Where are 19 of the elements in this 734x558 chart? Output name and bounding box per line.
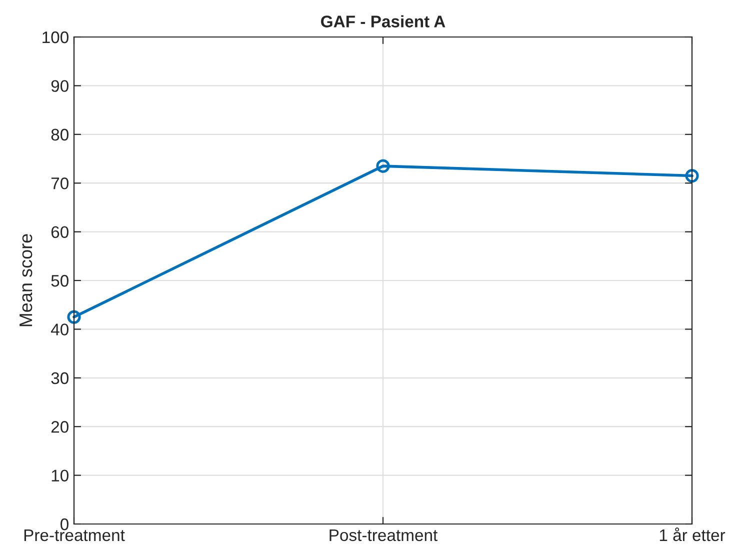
point bbox=[685, 168, 699, 183]
point bbox=[67, 310, 81, 324]
y-tick-label: 10 bbox=[52, 470, 68, 482]
chart-title: GAF - Pasient A bbox=[321, 15, 446, 28]
y-tick-label: 80 bbox=[51, 128, 68, 141]
y-tick-label: 30 bbox=[51, 372, 68, 384]
y-tick-label: 40 bbox=[50, 324, 68, 336]
y-tick-label: 100 bbox=[42, 31, 68, 44]
x-tick-label: 1 år etter bbox=[660, 528, 726, 542]
y-tick-label: 20 bbox=[51, 421, 68, 433]
x-tick-label: Post-treatment bbox=[330, 529, 438, 542]
y-tick-label: 90 bbox=[51, 80, 68, 92]
y-tick-label: 60 bbox=[51, 226, 68, 238]
y-axis-title: Mean score bbox=[20, 234, 32, 326]
y-tick-label: 0 bbox=[60, 518, 68, 530]
y-tick-label: 50 bbox=[51, 274, 68, 287]
x-tick-label: Pre-treatment bbox=[24, 529, 125, 542]
point bbox=[376, 159, 390, 173]
y-tick-label: 70 bbox=[51, 178, 68, 190]
